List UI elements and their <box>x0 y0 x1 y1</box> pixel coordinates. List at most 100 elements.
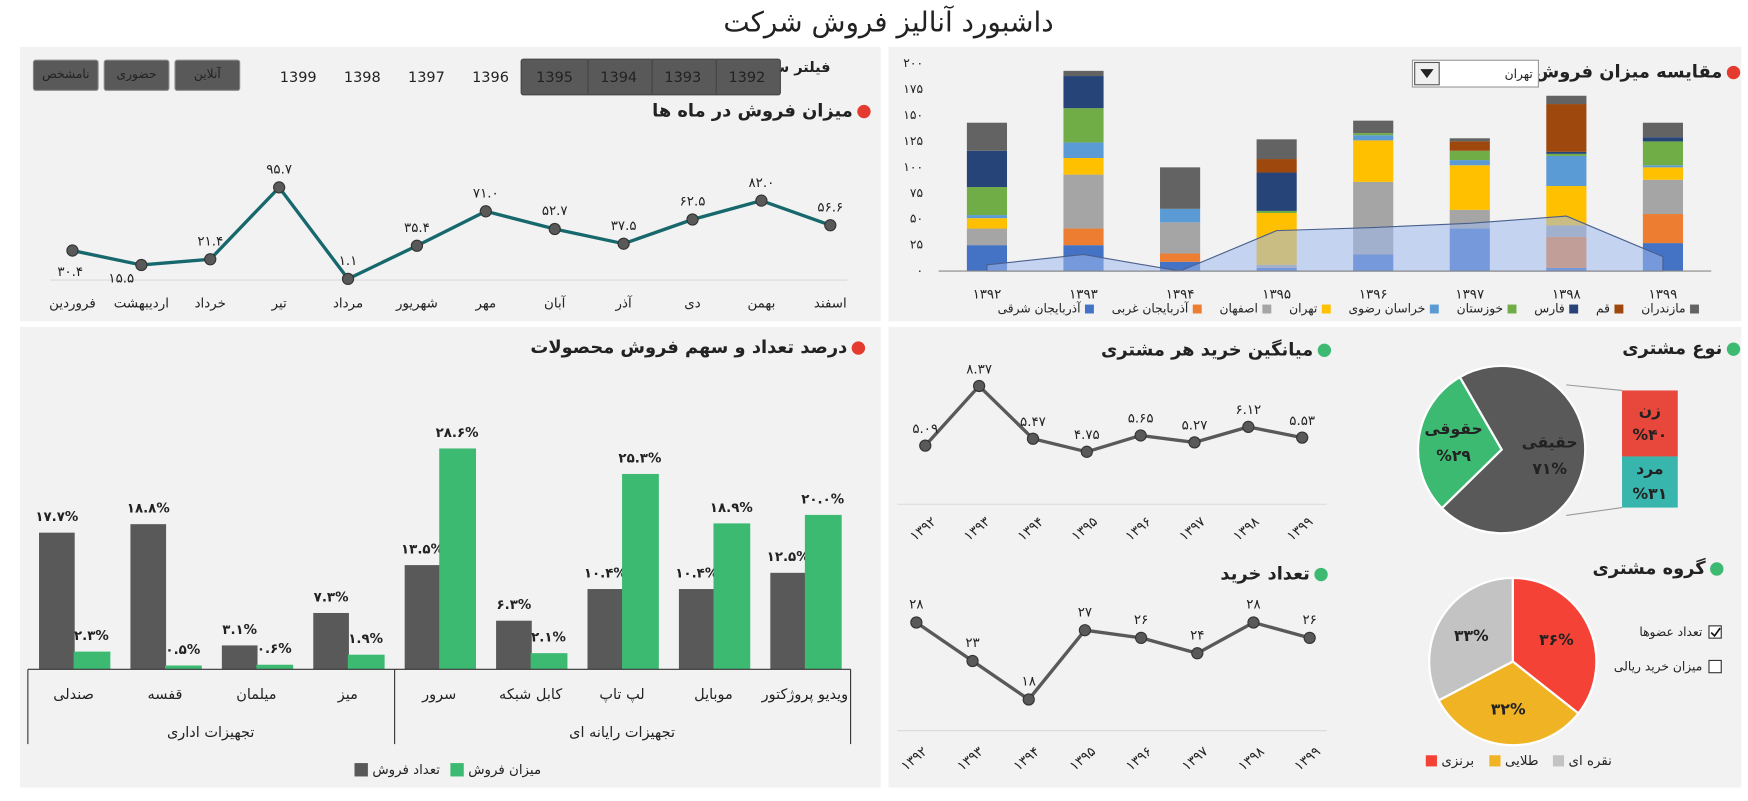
breakdown-box <box>1622 456 1678 508</box>
data-label: ۵.۶۵ <box>1128 412 1154 427</box>
data-label: ۲۵.۳% <box>618 451 661 466</box>
x-tick-label: موبایل <box>694 687 733 703</box>
legend-label: قم <box>1596 302 1610 316</box>
chart-title: میانگین خرید هر مشتری <box>1101 338 1313 360</box>
data-label: ۳۷.۵ <box>611 219 637 234</box>
year-button-label[interactable]: 1392 <box>728 70 765 86</box>
data-label: ۲۶ <box>1134 613 1148 628</box>
legend-label: برنزی <box>1441 754 1474 769</box>
checkbox-label[interactable]: میزان خرید ریالی <box>1614 660 1702 675</box>
data-label: ۱۵.۵ <box>108 271 134 286</box>
legend-swatch <box>1084 304 1094 314</box>
year-button-label[interactable]: 1393 <box>664 70 701 86</box>
bar-segment <box>1063 76 1104 109</box>
point <box>135 258 148 272</box>
channel-button-label[interactable]: حضوری <box>117 67 157 82</box>
year-button-label[interactable]: 1394 <box>600 70 637 86</box>
bar <box>713 523 751 670</box>
x-tick-label: ۱۳۹۷ <box>1455 288 1484 303</box>
data-label: ۸۲.۰ <box>749 176 775 191</box>
bar <box>39 532 75 670</box>
bar-segment <box>1353 120 1394 134</box>
point <box>972 379 986 393</box>
bar-segment <box>966 150 1008 188</box>
legend-swatch <box>354 763 368 777</box>
year-button-label[interactable]: 1397 <box>408 70 445 86</box>
bar-segment <box>1256 159 1297 173</box>
channel-button[interactable] <box>174 59 241 91</box>
point <box>1296 431 1309 444</box>
data-label: ۵۲.۷ <box>542 204 568 219</box>
x-tick-label: مرداد <box>333 296 363 311</box>
bar-segment <box>1546 95 1587 105</box>
channel-button[interactable] <box>103 59 170 91</box>
bar <box>496 620 532 670</box>
data-label: ۵۶.۶ <box>817 200 843 215</box>
year-button-label[interactable]: 1396 <box>472 70 509 86</box>
channel-button-label[interactable]: نامشخص <box>42 67 90 82</box>
bar-segment <box>1256 139 1297 160</box>
slice-name: حقوقی <box>1424 420 1482 438</box>
year-button-label[interactable]: 1395 <box>536 70 573 86</box>
channel-button-label[interactable]: آنلاین <box>194 66 221 82</box>
year-button[interactable] <box>520 58 589 96</box>
x-tick-label: ۱۳۹۴ <box>1166 288 1195 303</box>
point <box>1191 647 1204 660</box>
data-label: ۲.۱% <box>531 631 566 646</box>
point <box>1022 693 1035 706</box>
x-tick-label: آذر <box>615 294 633 311</box>
year-button-label[interactable]: 1398 <box>344 70 381 86</box>
bar-segment <box>1642 137 1683 142</box>
chart-title: میزان فروش در ماه ها <box>652 101 853 122</box>
bar-segment <box>1642 122 1683 138</box>
x-tick-label: میز <box>337 687 358 703</box>
slice-label: ۳۶% <box>1539 631 1574 649</box>
data-label: ۲۳ <box>965 636 979 651</box>
data-label: ۱۸.۹% <box>710 501 753 516</box>
year-button-label[interactable]: 1399 <box>280 70 317 86</box>
y-tick-label: ۱۵۰ <box>903 108 923 122</box>
point <box>686 213 699 226</box>
bar-segment <box>1063 228 1104 246</box>
channel-button[interactable] <box>32 59 99 91</box>
x-tick-label: ۱۳۹۳ <box>1069 288 1098 303</box>
bar <box>164 665 202 670</box>
data-label: ۶.۳% <box>497 598 532 613</box>
panel <box>888 46 1742 322</box>
data-label: ۲۱.۴ <box>197 234 223 249</box>
checkbox[interactable] <box>1708 659 1722 674</box>
data-label: ۴.۷۵ <box>1074 428 1100 443</box>
legend-label: میزان فروش <box>468 763 541 778</box>
bar-segment <box>1449 138 1490 142</box>
point <box>66 244 79 257</box>
bar-segment <box>1353 135 1394 141</box>
bar-segment <box>1063 142 1104 159</box>
slice-label: ۷۱% <box>1532 460 1567 478</box>
checkbox-label[interactable]: تعداد عضوها <box>1639 625 1702 640</box>
y-tick-label: ۱۷۵ <box>903 82 923 96</box>
bar <box>347 654 385 670</box>
bar-segment <box>1063 174 1104 229</box>
dropdown-value[interactable]: تهران <box>1505 67 1533 82</box>
checkbox[interactable] <box>1708 625 1722 639</box>
point <box>755 194 768 207</box>
x-tick-label: قفسه <box>148 687 183 703</box>
bar-segment <box>966 228 1008 246</box>
checkmark <box>1710 627 1721 638</box>
bar <box>678 589 715 670</box>
data-label: ۱۰.۴% <box>584 566 627 581</box>
data-label: ۳.۱% <box>222 623 257 638</box>
legend-label: اصفهان <box>1220 302 1258 317</box>
bar-segment <box>1546 104 1587 152</box>
legend-swatch <box>1489 755 1501 767</box>
group-label: تجهیزات رایانه ای <box>569 725 675 741</box>
x-tick-label: کابل شبکه <box>499 687 562 703</box>
bar-segment <box>1642 214 1683 244</box>
bar-segment <box>1160 261 1201 272</box>
legend-swatch <box>1614 304 1624 314</box>
legend-swatch <box>1425 755 1437 767</box>
data-label: ۳۵.۴ <box>404 221 430 236</box>
data-label: ۱۳.۵% <box>401 542 444 557</box>
data-label: ۲۸ <box>909 598 923 613</box>
y-tick-label: ۰ <box>916 264 923 278</box>
